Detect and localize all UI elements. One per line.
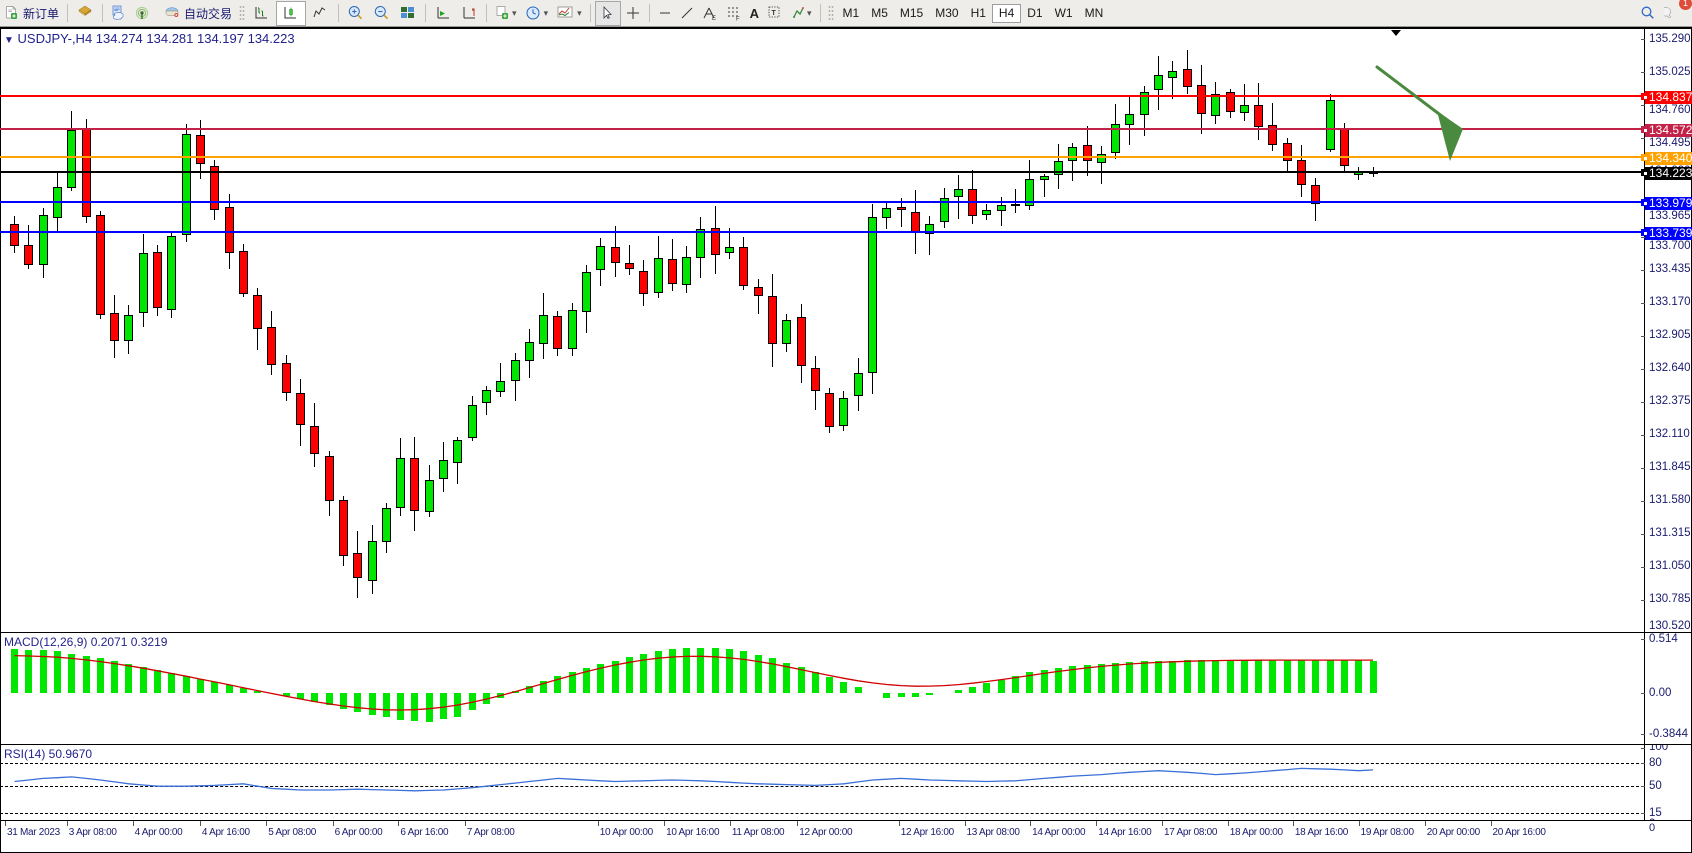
svg-text:E: E <box>712 16 716 21</box>
svg-text:F: F <box>736 17 740 22</box>
svg-text:T: T <box>772 10 777 17</box>
